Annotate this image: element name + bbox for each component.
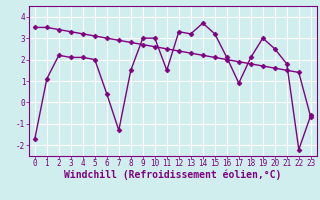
- X-axis label: Windchill (Refroidissement éolien,°C): Windchill (Refroidissement éolien,°C): [64, 170, 282, 180]
